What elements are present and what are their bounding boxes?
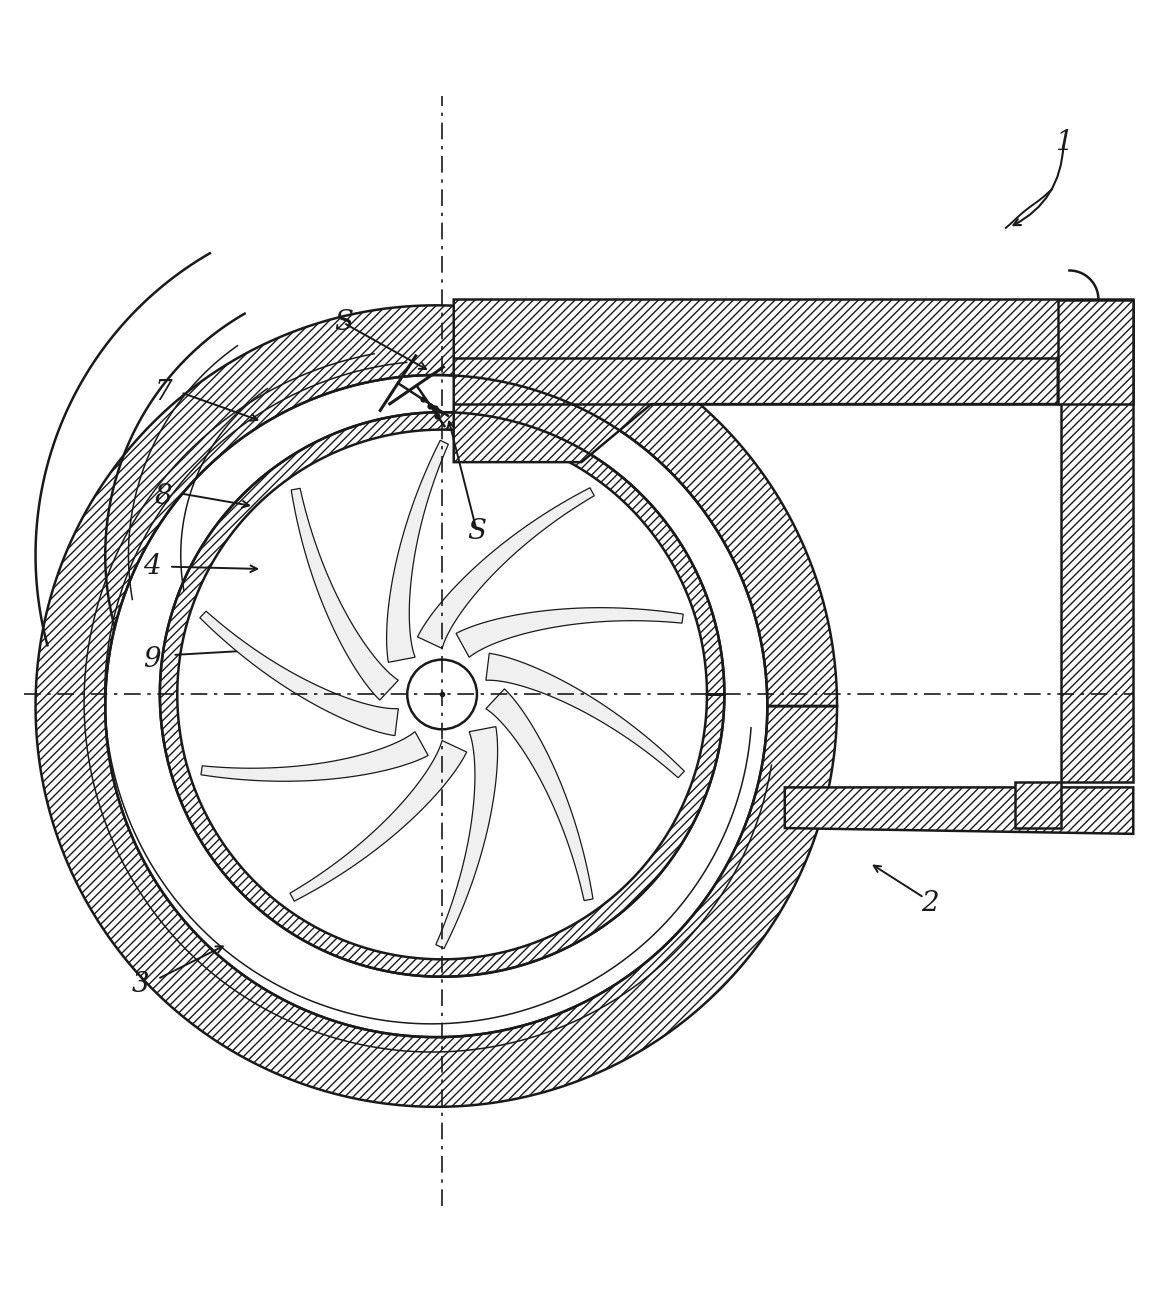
Text: 9: 9 [143,647,160,673]
Text: 2: 2 [921,890,939,918]
Polygon shape [436,727,498,949]
Polygon shape [486,689,593,901]
Polygon shape [200,612,398,736]
Polygon shape [386,441,449,662]
Polygon shape [1058,299,1133,404]
Text: 8: 8 [155,483,172,511]
Text: 4: 4 [143,553,160,581]
Polygon shape [486,653,684,778]
Text: S: S [334,310,352,336]
Polygon shape [454,299,1133,463]
Polygon shape [1062,299,1133,781]
Text: 7: 7 [155,378,172,406]
Polygon shape [456,608,683,657]
Text: 3: 3 [131,972,149,998]
Polygon shape [785,788,1133,833]
Polygon shape [159,412,725,977]
Polygon shape [291,489,399,700]
Circle shape [407,660,477,730]
Polygon shape [36,306,837,1107]
Polygon shape [201,732,428,781]
Polygon shape [418,487,594,648]
Polygon shape [290,740,466,901]
Polygon shape [1015,781,1062,828]
Text: 1: 1 [1055,130,1072,157]
Text: S: S [468,518,486,546]
